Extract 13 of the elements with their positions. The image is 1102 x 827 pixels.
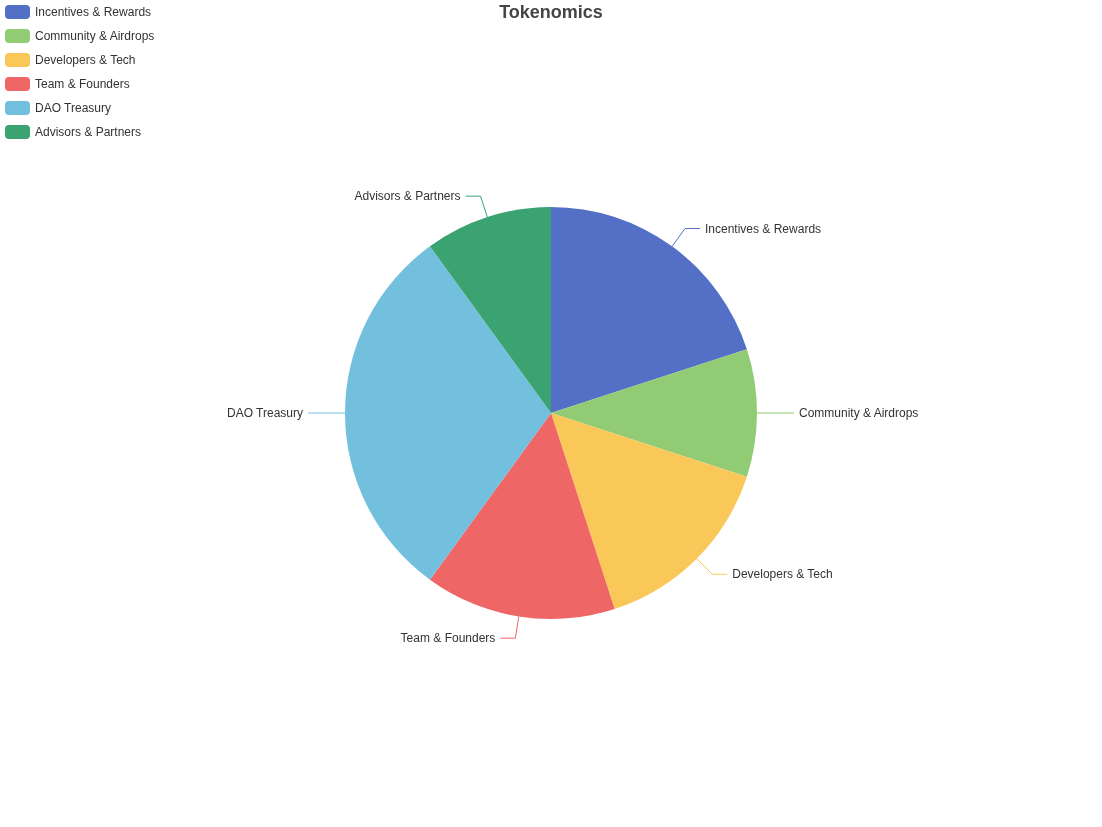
legend-label: Developers & Tech [35,53,136,67]
chart-title: Tokenomics [499,2,603,22]
slice-label: Advisors & Partners [354,189,461,204]
legend-label: Advisors & Partners [35,125,142,139]
slice-label: Developers & Tech [732,567,833,582]
legend-label: Incentives & Rewards [35,5,152,19]
slice-label: Incentives & Rewards [705,221,822,236]
slice-label: Community & Airdrops [799,406,919,420]
legend-label: Community & Airdrops [35,29,155,43]
legend-label: DAO Treasury [35,101,112,115]
slice-label: DAO Treasury [226,406,303,420]
legend-label: Team & Founders [35,77,130,91]
slice-label: Team & Founders [400,631,496,646]
